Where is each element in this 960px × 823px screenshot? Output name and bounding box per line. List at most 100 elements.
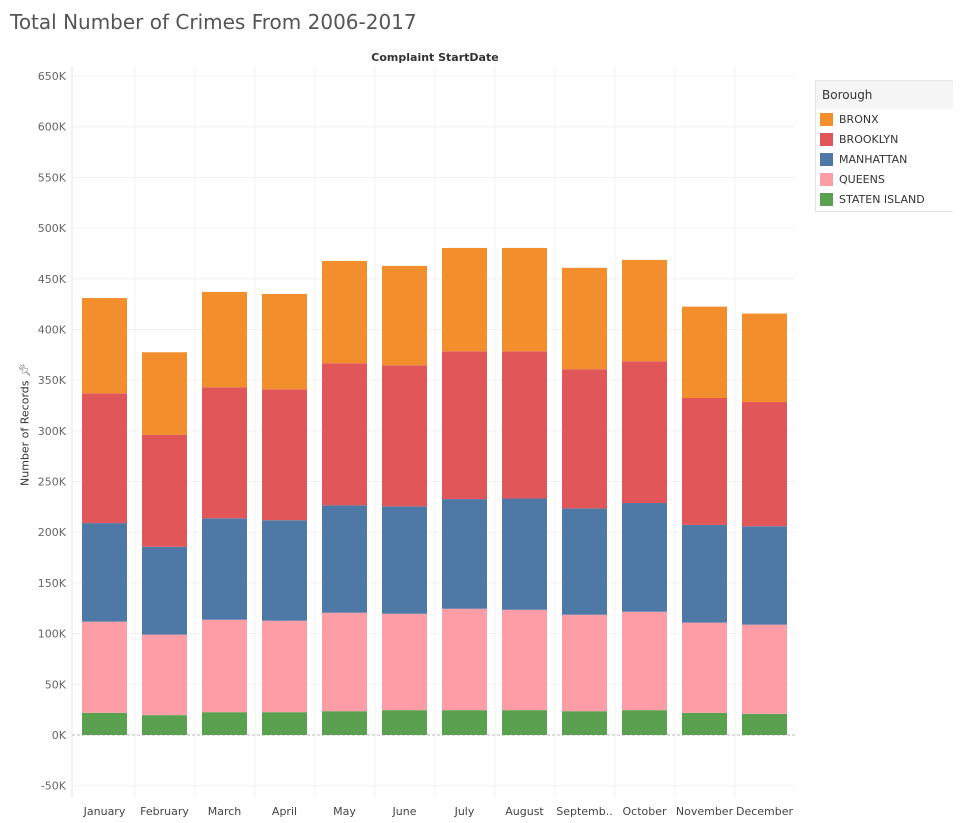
y-tick-label: 500K xyxy=(38,222,67,235)
bar-segment-brooklyn[interactable] xyxy=(682,397,727,525)
legend-swatch xyxy=(820,192,833,206)
bar-segment-queens[interactable] xyxy=(502,609,547,711)
legend-swatch xyxy=(820,112,833,126)
bar-segment-manhattan[interactable] xyxy=(382,506,427,614)
bar-segment-brooklyn[interactable] xyxy=(142,434,187,547)
legend-label: BRONX xyxy=(839,112,879,126)
legend-item[interactable]: MANHATTAN xyxy=(816,149,953,169)
legend-swatch xyxy=(820,152,833,166)
bar-segment-bronx[interactable] xyxy=(322,260,367,364)
x-tick-label: May xyxy=(333,805,356,818)
bar-segment-manhattan[interactable] xyxy=(502,498,547,610)
bar-segment-queens[interactable] xyxy=(442,608,487,711)
bar-segment-bronx[interactable] xyxy=(202,291,247,388)
bar-segment-brooklyn[interactable] xyxy=(742,402,787,527)
bar-segment-staten-island[interactable] xyxy=(82,712,127,735)
bar-segment-brooklyn[interactable] xyxy=(622,361,667,504)
legend-item[interactable]: BRONX xyxy=(816,109,953,129)
bar-segment-brooklyn[interactable] xyxy=(382,365,427,507)
bar-segment-bronx[interactable] xyxy=(442,247,487,352)
bar-segment-manhattan[interactable] xyxy=(562,508,607,615)
bar-segment-staten-island[interactable] xyxy=(442,710,487,735)
y-tick-label: 550K xyxy=(38,171,67,184)
bar-segment-staten-island[interactable] xyxy=(382,710,427,735)
bar-segment-staten-island[interactable] xyxy=(562,711,607,735)
bar-segment-bronx[interactable] xyxy=(562,267,607,370)
bar-segment-manhattan[interactable] xyxy=(622,503,667,612)
y-tick-label: 50K xyxy=(45,678,67,691)
y-tick-label: 0K xyxy=(52,729,67,742)
chart-title: Total Number of Crimes From 2006-2017 xyxy=(10,10,417,34)
bar-segment-manhattan[interactable] xyxy=(442,499,487,609)
bar-segment-bronx[interactable] xyxy=(502,247,547,352)
y-tick-label: 150K xyxy=(38,577,67,590)
y-tick-label: 600K xyxy=(38,121,67,134)
bar-segment-brooklyn[interactable] xyxy=(202,387,247,519)
legend-label: QUEENS xyxy=(839,172,885,186)
bar-segment-manhattan[interactable] xyxy=(202,518,247,620)
x-tick-label: November xyxy=(676,805,734,818)
y-axis-label-text: Number of Records xyxy=(18,380,32,486)
bar-segment-bronx[interactable] xyxy=(82,298,127,394)
bar-segment-manhattan[interactable] xyxy=(142,546,187,635)
column-header: Complaint StartDate xyxy=(371,51,499,64)
legend-title: Borough xyxy=(816,81,953,109)
bar-segment-brooklyn[interactable] xyxy=(262,389,307,521)
bar-segment-manhattan[interactable] xyxy=(682,524,727,623)
bar-segment-queens[interactable] xyxy=(82,621,127,713)
x-tick-label: June xyxy=(392,805,417,818)
bar-segment-bronx[interactable] xyxy=(382,265,427,366)
x-tick-label: Septemb.. xyxy=(556,805,613,818)
bar-segment-brooklyn[interactable] xyxy=(562,369,607,509)
bar-segment-queens[interactable] xyxy=(202,619,247,713)
bar-segment-staten-island[interactable] xyxy=(142,715,187,735)
bar-segment-queens[interactable] xyxy=(682,622,727,713)
legend-label: STATEN ISLAND xyxy=(839,192,925,206)
bar-segment-staten-island[interactable] xyxy=(202,712,247,735)
bar-segment-queens[interactable] xyxy=(742,624,787,714)
y-axis-label: Number of Records 📌︎ xyxy=(19,360,32,490)
bar-segment-manhattan[interactable] xyxy=(322,505,367,613)
bar-segment-staten-island[interactable] xyxy=(502,710,547,735)
bar-segment-brooklyn[interactable] xyxy=(442,351,487,500)
bar-segment-queens[interactable] xyxy=(142,634,187,716)
bar-segment-staten-island[interactable] xyxy=(322,711,367,735)
legend-swatch xyxy=(820,172,833,186)
bar-segment-bronx[interactable] xyxy=(262,293,307,390)
bar-segment-staten-island[interactable] xyxy=(682,712,727,735)
pin-icon[interactable]: 📌︎ xyxy=(18,363,32,377)
y-tick-label: 200K xyxy=(38,526,67,539)
legend-item[interactable]: STATEN ISLAND xyxy=(816,189,953,209)
bar-segment-bronx[interactable] xyxy=(742,313,787,403)
bar-segment-staten-island[interactable] xyxy=(742,713,787,735)
bar-segment-brooklyn[interactable] xyxy=(82,393,127,524)
x-tick-label: January xyxy=(83,805,126,818)
bar-segment-staten-island[interactable] xyxy=(622,710,667,735)
legend-label: MANHATTAN xyxy=(839,152,908,166)
bar-segment-manhattan[interactable] xyxy=(742,526,787,625)
bar-segment-bronx[interactable] xyxy=(682,306,727,398)
y-tick-label: 300K xyxy=(38,425,67,438)
legend-item[interactable]: QUEENS xyxy=(816,169,953,189)
bar-segment-brooklyn[interactable] xyxy=(322,363,367,506)
y-tick-label: 250K xyxy=(38,476,67,489)
bar-segment-staten-island[interactable] xyxy=(262,712,307,735)
y-tick-label: 350K xyxy=(38,374,67,387)
bar-segment-queens[interactable] xyxy=(382,613,427,711)
bar-segment-queens[interactable] xyxy=(262,620,307,713)
x-tick-label: July xyxy=(454,805,475,818)
x-tick-label: December xyxy=(736,805,794,818)
bar-segment-queens[interactable] xyxy=(562,614,607,712)
bar-segment-bronx[interactable] xyxy=(622,259,667,362)
bar-segment-brooklyn[interactable] xyxy=(502,351,547,499)
y-tick-label: -50K xyxy=(41,780,67,793)
x-tick-label: October xyxy=(622,805,666,818)
bar-segment-manhattan[interactable] xyxy=(82,523,127,622)
legend-item[interactable]: BROOKLYN xyxy=(816,129,953,149)
bar-segment-bronx[interactable] xyxy=(142,352,187,435)
bar-segment-queens[interactable] xyxy=(322,612,367,712)
bar-segment-manhattan[interactable] xyxy=(262,520,307,621)
bar-segment-queens[interactable] xyxy=(622,611,667,711)
